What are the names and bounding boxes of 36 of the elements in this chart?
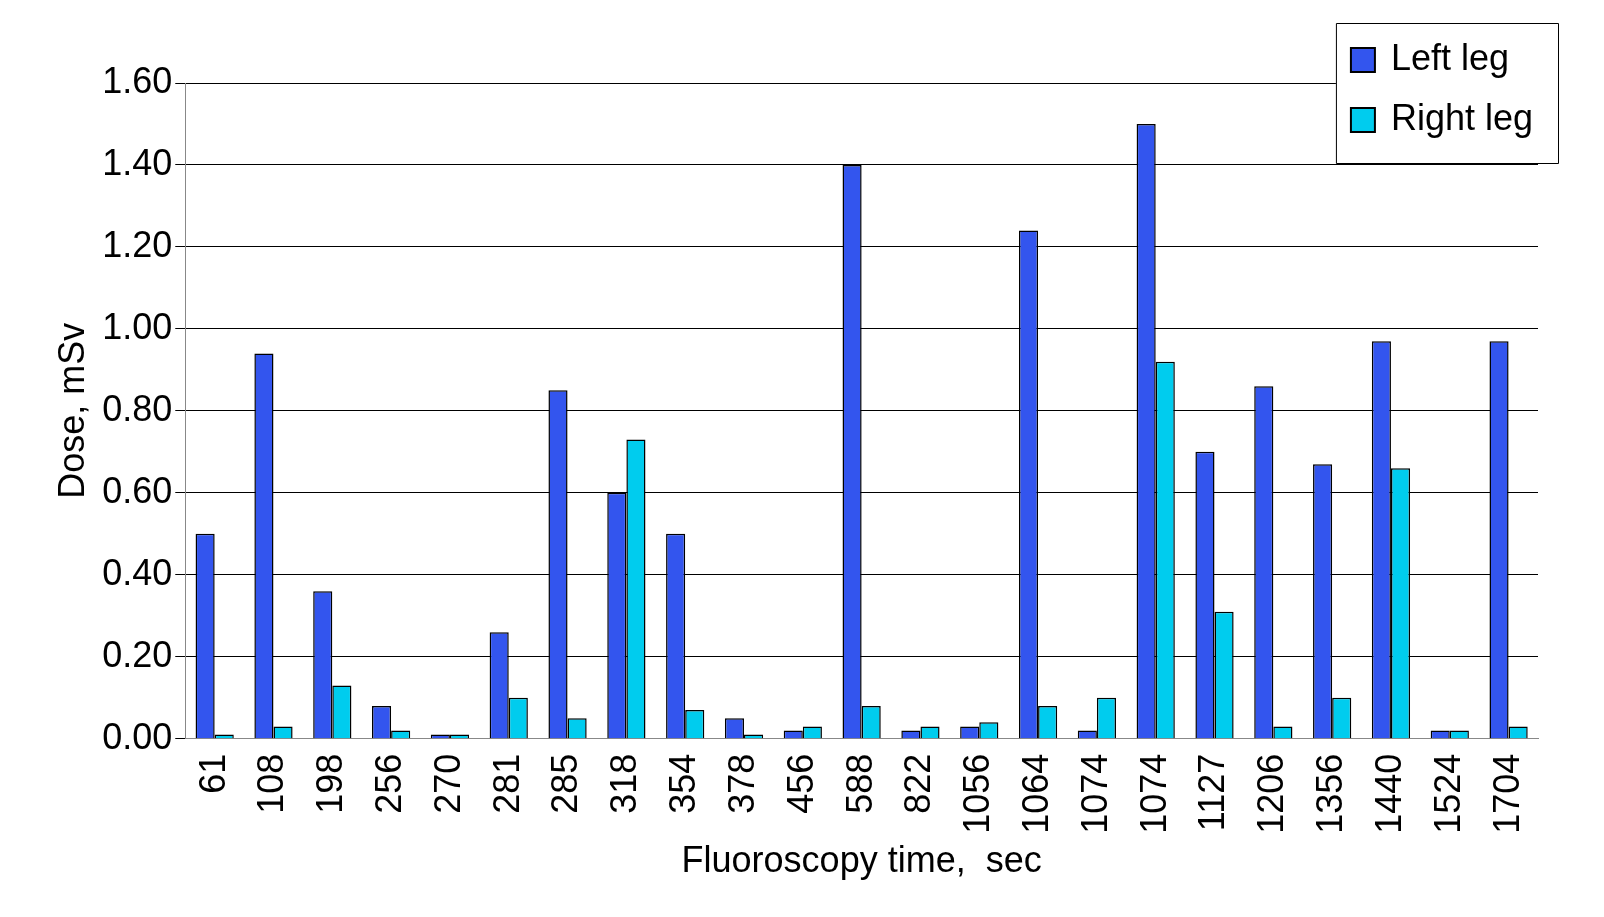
x-tick-label: 1524: [1426, 753, 1468, 834]
x-tick-label: 456: [779, 753, 821, 814]
x-tick-label: 588: [838, 753, 880, 814]
x-tick-label: 354: [662, 753, 704, 814]
y-tick-label: 1.20: [102, 223, 173, 265]
x-tick-label: 1440: [1367, 753, 1409, 834]
legend-label: Left leg: [1390, 36, 1510, 78]
y-tick-label: 0.60: [102, 469, 173, 511]
x-tick-label: 1356: [1309, 753, 1351, 834]
x-tick-label: 1127: [1191, 753, 1233, 832]
x-tick-label: 270: [426, 753, 468, 814]
y-tick-label: 1.40: [102, 141, 173, 183]
x-tick-label: 1074: [1073, 753, 1115, 834]
x-tick-label: 378: [720, 753, 762, 814]
x-tick-label: 822: [897, 753, 939, 814]
x-tick-label: 108: [250, 753, 292, 814]
x-axis-title: Fluoroscopy time, sec: [681, 839, 1042, 881]
x-tick-label: 1056: [956, 753, 998, 834]
y-tick-label: 0.80: [102, 387, 173, 429]
y-axis-title: Dose, mSv: [50, 322, 92, 499]
x-tick-label: 1206: [1250, 753, 1292, 834]
y-tick-label: 1.00: [102, 305, 173, 347]
x-tick-label: 285: [544, 753, 586, 814]
legend-label: Right leg: [1390, 96, 1534, 138]
x-tick-label: 256: [368, 753, 410, 814]
x-tick-label: 61: [191, 753, 233, 794]
x-tick-label: 281: [485, 753, 527, 814]
y-tick-label: 0.20: [102, 633, 173, 675]
y-tick-label: 0.40: [102, 551, 173, 593]
x-tick-label: 1064: [1015, 753, 1056, 834]
x-tick-label: 318: [603, 753, 645, 814]
x-tick-label: 1074: [1132, 753, 1174, 834]
x-tick-label: 1704: [1485, 753, 1527, 834]
x-tick-label: 198: [309, 753, 351, 814]
y-tick-label: 0.00: [102, 715, 173, 757]
y-tick-label: 1.60: [102, 59, 173, 101]
